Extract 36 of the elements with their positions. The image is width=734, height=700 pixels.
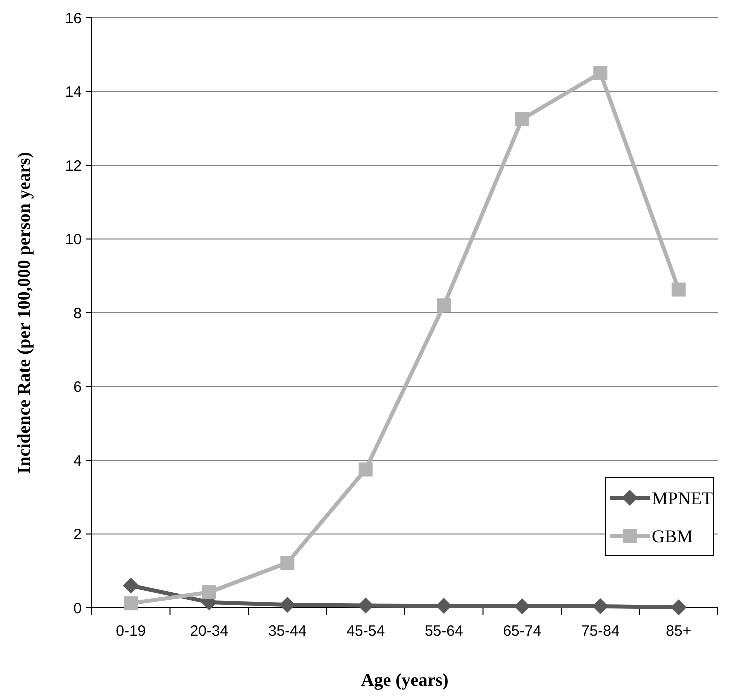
x-tick-label: 85+ <box>666 623 692 640</box>
x-tick-label: 35-44 <box>268 623 307 640</box>
point <box>514 598 530 615</box>
x-tick-label: 75-84 <box>581 623 620 640</box>
point <box>672 282 686 297</box>
x-tick-label: 20-34 <box>190 623 229 640</box>
x-tick-label: 0-19 <box>116 623 146 640</box>
x-axis-title: Age (years) <box>361 670 449 690</box>
y-tick-label: 8 <box>74 305 82 322</box>
point <box>202 586 216 600</box>
point <box>515 112 530 126</box>
y-tick-label: 14 <box>65 84 82 101</box>
y-tick-label: 6 <box>74 379 82 396</box>
point <box>358 462 373 477</box>
point <box>592 598 609 615</box>
y-tick-label: 10 <box>65 232 82 248</box>
point <box>437 298 452 313</box>
y-tick-label: 2 <box>74 526 82 544</box>
y-axis-title: Incidence Rate (per 100,000 person years) <box>14 152 34 474</box>
point <box>670 600 687 616</box>
point <box>124 596 138 611</box>
point <box>436 598 452 614</box>
x-tick-label: 55-64 <box>424 623 464 640</box>
x-tick-label: 45-54 <box>346 623 386 640</box>
legend-label: MPNET <box>652 488 714 508</box>
y-tick-label: 0 <box>74 600 82 618</box>
point <box>594 66 608 80</box>
y-tick-label: 16 <box>65 10 82 28</box>
x-tick-label: 65-74 <box>503 623 542 640</box>
point <box>280 597 296 614</box>
point <box>123 578 140 594</box>
point <box>280 556 295 570</box>
legend-label: GBM <box>652 526 694 546</box>
y-tick-label: 12 <box>65 158 82 175</box>
y-tick-label: 4 <box>74 452 82 470</box>
point <box>358 598 374 614</box>
